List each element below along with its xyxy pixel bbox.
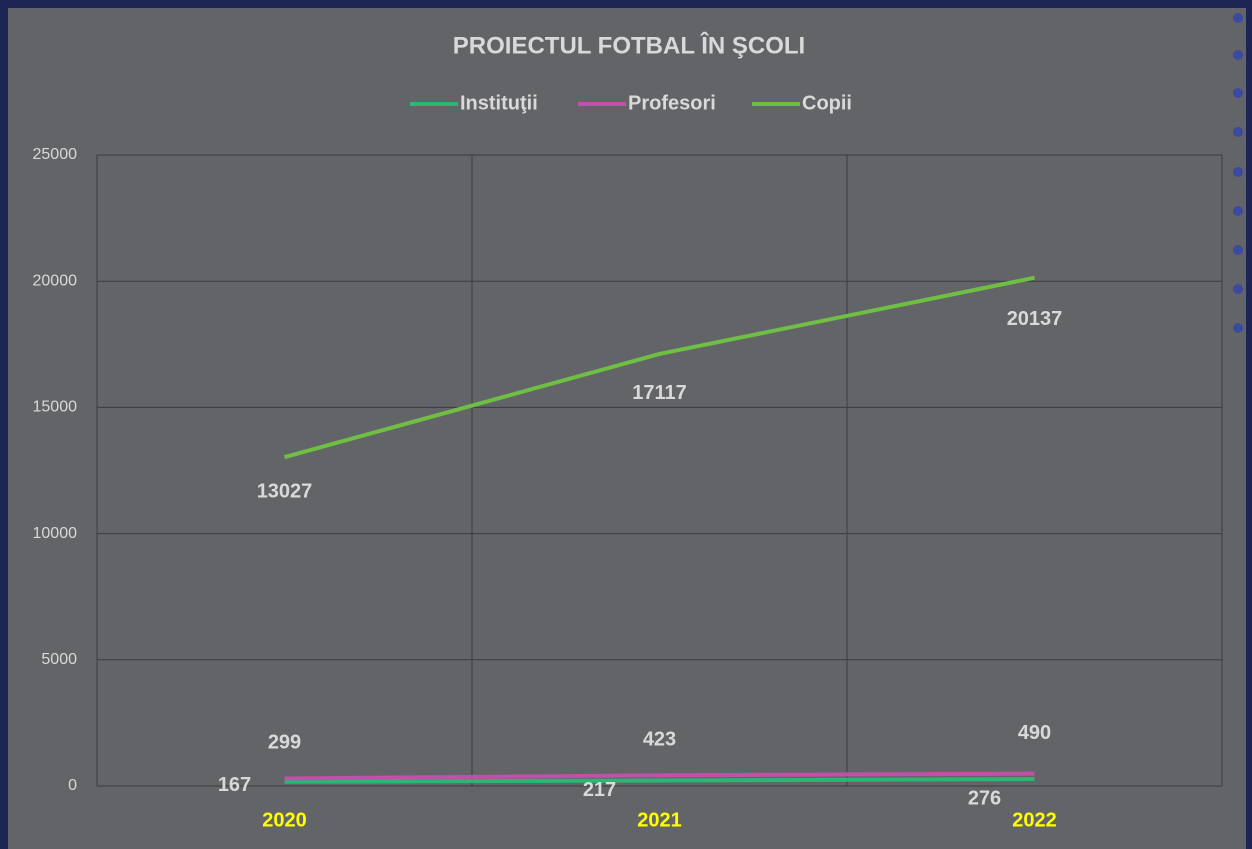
x-tick-label: 2022: [1012, 809, 1057, 831]
y-tick-label: 20000: [33, 272, 78, 289]
decoration-dots: [1233, 13, 1243, 333]
chart-title: PROIECTUL FOTBAL ÎN ŞCOLI: [453, 31, 805, 59]
legend-label: Profesori: [628, 92, 716, 114]
chart-background: [8, 8, 1246, 849]
series-line: [283, 275, 1035, 460]
data-label: 167: [218, 774, 251, 796]
y-tick-label: 25000: [33, 146, 78, 163]
y-tick-label: 15000: [33, 399, 78, 416]
data-label: 490: [1018, 722, 1051, 744]
data-label: 276: [968, 787, 1001, 809]
data-label: 217: [583, 779, 616, 801]
x-tick-label: 2021: [637, 809, 682, 831]
data-label: 299: [268, 732, 301, 754]
y-tick-label: 5000: [41, 651, 77, 668]
series-line: [284, 771, 1035, 781]
data-label: 17117: [632, 382, 687, 404]
y-tick-label: 10000: [33, 525, 78, 542]
data-label: 13027: [257, 480, 313, 502]
y-tick-label: 0: [68, 777, 77, 794]
legend-label: Copii: [802, 92, 852, 114]
series-line: [284, 777, 1035, 784]
data-label: 423: [643, 729, 676, 751]
legend-label: Instituţii: [460, 92, 538, 114]
data-label: 20137: [1007, 308, 1063, 330]
x-tick-label: 2020: [262, 809, 307, 831]
